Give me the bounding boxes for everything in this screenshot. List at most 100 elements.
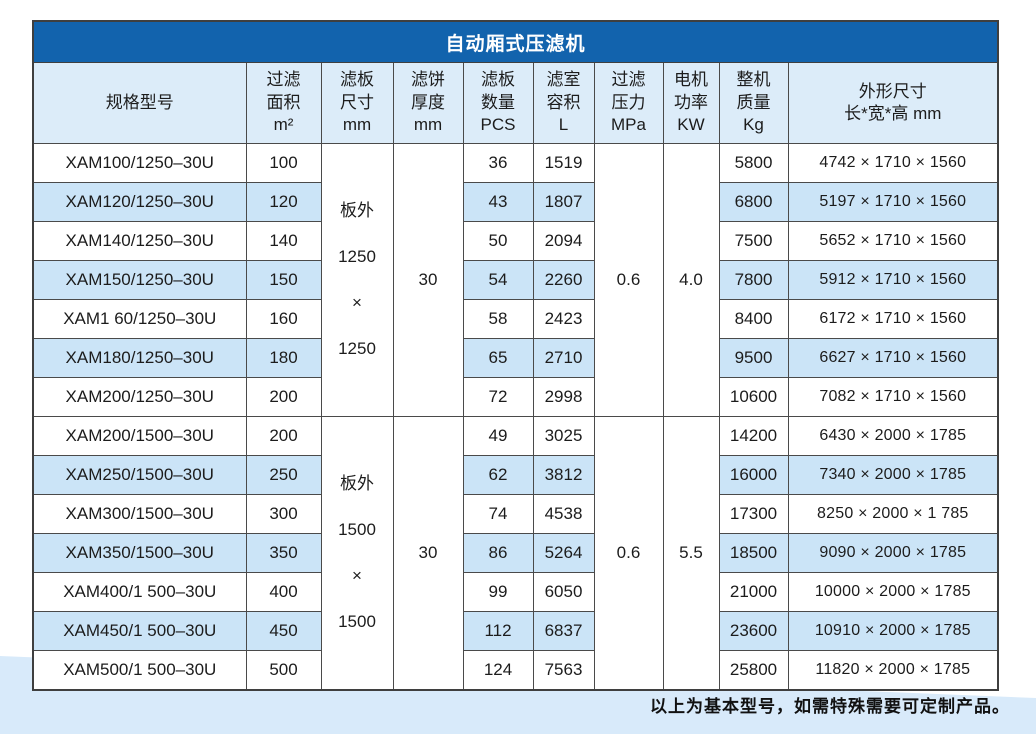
weight-cell: 8400	[718, 299, 789, 339]
plate-count-cell: 74	[462, 494, 534, 534]
column-header-filter-area: 过滤 面积 m²	[245, 62, 322, 144]
table-row: XAM150/1250–30U 150 54 2260 7800 5912 × …	[32, 260, 999, 300]
table-row: XAM400/1 500–30U 400 99 6050 21000 10000…	[32, 572, 999, 612]
chamber-volume-cell: 6837	[532, 611, 595, 651]
cake-thickness-cell: 30	[392, 143, 464, 417]
weight-cell: 16000	[718, 455, 789, 495]
dimensions-cell: 7082 × 1710 × 1560	[787, 377, 999, 417]
weight-cell: 7500	[718, 221, 789, 261]
chamber-volume-cell: 4538	[532, 494, 595, 534]
weight-cell: 18500	[718, 533, 789, 573]
plate-size-cell: 板外 1500 × 1500	[320, 416, 394, 691]
table-row: XAM100/1250–30U 100 板外 1250 × 1250 30 36…	[32, 143, 999, 417]
weight-cell: 21000	[718, 572, 789, 612]
chamber-volume-cell: 5264	[532, 533, 595, 573]
chamber-volume-cell: 2710	[532, 338, 595, 378]
table-row: XAM250/1500–30U 250 62 3812 16000 7340 ×…	[32, 455, 999, 495]
chamber-volume-cell: 2094	[532, 221, 595, 261]
motor-power-cell: 4.0	[662, 143, 720, 417]
chamber-volume-cell: 2260	[532, 260, 595, 300]
table-row: XAM200/1250–30U 200 72 2998 10600 7082 ×…	[32, 377, 999, 417]
dimensions-cell: 5197 × 1710 × 1560	[787, 182, 999, 222]
area-cell: 160	[245, 299, 322, 339]
dimensions-cell: 5912 × 1710 × 1560	[787, 260, 999, 300]
plate-count-cell: 99	[462, 572, 534, 612]
footer-note: 以上为基本型号，如需特殊需要可定制产品。	[650, 697, 1010, 716]
column-header-model: 规格型号	[32, 62, 247, 144]
area-cell: 120	[245, 182, 322, 222]
chamber-volume-cell: 3025	[532, 416, 595, 456]
area-cell: 200	[245, 416, 322, 456]
dimensions-cell: 6430 × 2000 × 1785	[787, 416, 999, 456]
plate-count-cell: 54	[462, 260, 534, 300]
chamber-volume-cell: 2998	[532, 377, 595, 417]
model-cell: XAM1 60/1250–30U	[32, 299, 247, 339]
dimensions-cell: 8250 × 2000 × 1 785	[787, 494, 999, 534]
chamber-volume-cell: 1807	[532, 182, 595, 222]
dimensions-cell: 4742 × 1710 × 1560	[787, 143, 999, 183]
area-cell: 350	[245, 533, 322, 573]
model-cell: XAM350/1500–30U	[32, 533, 247, 573]
pressure-cell: 0.6	[593, 143, 664, 417]
dimensions-cell: 5652 × 1710 × 1560	[787, 221, 999, 261]
column-header-chamber-volume: 滤室 容积 L	[532, 62, 595, 144]
column-header-motor-power: 电机 功率 KW	[662, 62, 720, 144]
column-header-filter-pressure: 过滤 压力 MPa	[593, 62, 664, 144]
table-row: XAM1 60/1250–30U 160 58 2423 8400 6172 ×…	[32, 299, 999, 339]
plate-count-cell: 43	[462, 182, 534, 222]
chamber-volume-cell: 6050	[532, 572, 595, 612]
plate-size-cell: 板外 1250 × 1250	[320, 143, 394, 417]
weight-cell: 7800	[718, 260, 789, 300]
area-cell: 100	[245, 143, 322, 183]
table-row: XAM500/1 500–30U 500 124 7563 25800 1182…	[32, 650, 999, 691]
plate-count-cell: 72	[462, 377, 534, 417]
model-cell: XAM300/1500–30U	[32, 494, 247, 534]
plate-count-cell: 62	[462, 455, 534, 495]
table-row: XAM450/1 500–30U 450 112 6837 23600 1091…	[32, 611, 999, 651]
column-header-dimensions: 外形尺寸 长*宽*高 mm	[787, 62, 999, 144]
area-cell: 300	[245, 494, 322, 534]
model-cell: XAM140/1250–30U	[32, 221, 247, 261]
dimensions-cell: 10000 × 2000 × 1785	[787, 572, 999, 612]
table-row: XAM140/1250–30U 140 50 2094 7500 5652 × …	[32, 221, 999, 261]
area-cell: 450	[245, 611, 322, 651]
plate-count-cell: 65	[462, 338, 534, 378]
area-cell: 140	[245, 221, 322, 261]
chamber-volume-cell: 7563	[532, 650, 595, 691]
model-cell: XAM100/1250–30U	[32, 143, 247, 183]
plate-count-cell: 50	[462, 221, 534, 261]
model-cell: XAM180/1250–30U	[32, 338, 247, 378]
area-cell: 200	[245, 377, 322, 417]
dimensions-cell: 11820 × 2000 × 1785	[787, 650, 999, 691]
chamber-volume-cell: 2423	[532, 299, 595, 339]
weight-cell: 5800	[718, 143, 789, 183]
plate-count-cell: 36	[462, 143, 534, 183]
column-header-plate-count: 滤板 数量 PCS	[462, 62, 534, 144]
dimensions-cell: 6627 × 1710 × 1560	[787, 338, 999, 378]
plate-count-cell: 49	[462, 416, 534, 456]
weight-cell: 9500	[718, 338, 789, 378]
area-cell: 250	[245, 455, 322, 495]
weight-cell: 25800	[718, 650, 789, 691]
chamber-volume-cell: 1519	[532, 143, 595, 183]
spec-table: 自动厢式压滤机 规格型号 过滤 面积 m² 滤板 尺寸 mm 滤饼 厚度 mm …	[32, 20, 1000, 691]
cake-thickness-cell: 30	[392, 416, 464, 691]
dimensions-cell: 9090 × 2000 × 1785	[787, 533, 999, 573]
weight-cell: 10600	[718, 377, 789, 417]
model-cell: XAM200/1250–30U	[32, 377, 247, 417]
area-cell: 500	[245, 650, 322, 691]
dimensions-cell: 6172 × 1710 × 1560	[787, 299, 999, 339]
model-cell: XAM450/1 500–30U	[32, 611, 247, 651]
column-header-cake-thickness: 滤饼 厚度 mm	[392, 62, 464, 144]
model-cell: XAM400/1 500–30U	[32, 572, 247, 612]
table-row: XAM350/1500–30U 350 86 5264 18500 9090 ×…	[32, 533, 999, 573]
plate-count-cell: 58	[462, 299, 534, 339]
model-cell: XAM120/1250–30U	[32, 182, 247, 222]
weight-cell: 23600	[718, 611, 789, 651]
column-header-machine-weight: 整机 质量 Kg	[718, 62, 789, 144]
table-row: XAM300/1500–30U 300 74 4538 17300 8250 ×…	[32, 494, 999, 534]
area-cell: 180	[245, 338, 322, 378]
table-title: 自动厢式压滤机	[32, 20, 999, 63]
motor-power-cell: 5.5	[662, 416, 720, 691]
plate-count-cell: 86	[462, 533, 534, 573]
